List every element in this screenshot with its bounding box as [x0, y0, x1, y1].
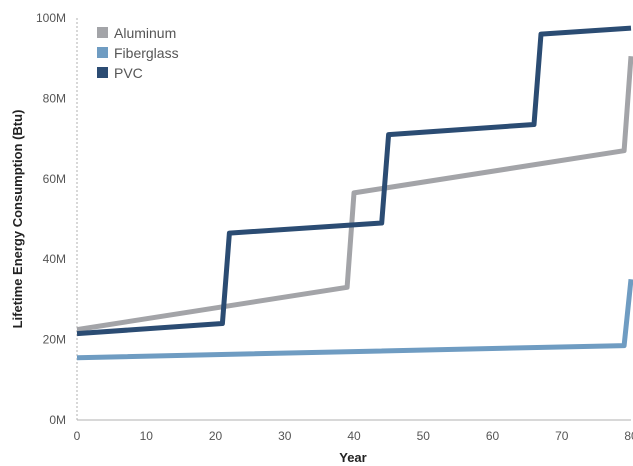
series-line-fiberglass: [76, 279, 633, 361]
y-tick-label: 40M: [43, 252, 66, 266]
y-tick-label: 100M: [36, 11, 66, 25]
series-layer: [76, 25, 633, 361]
x-tick-label: 0: [74, 429, 81, 443]
x-tick-label: 40: [347, 429, 361, 443]
x-tick-label: 80: [624, 429, 633, 443]
series-line-aluminum: [76, 56, 633, 333]
x-axis-title: Year: [339, 450, 366, 465]
series-line-pvc: [76, 25, 632, 337]
y-axis-title: Lifetime Energy Consumption (Btu): [10, 110, 25, 329]
x-tick-label: 50: [417, 429, 431, 443]
legend-label-pvc: PVC: [114, 65, 143, 81]
legend: Aluminum Fiberglass PVC: [97, 25, 179, 81]
legend-swatch-fiberglass: [97, 47, 108, 58]
x-tick-labels: 0 10 20 30 40 50 60 70 80: [74, 429, 633, 443]
y-tick-label: 80M: [43, 91, 66, 105]
x-tick-label: 20: [209, 429, 223, 443]
y-tick-label: 20M: [43, 333, 66, 347]
legend-swatch-pvc: [97, 67, 108, 78]
x-tick-label: 30: [278, 429, 292, 443]
y-tick-label: 0M: [49, 413, 66, 427]
x-tick-label: 70: [555, 429, 569, 443]
x-tick-label: 10: [140, 429, 154, 443]
legend-swatch-aluminum: [97, 27, 108, 38]
legend-label-fiberglass: Fiberglass: [114, 45, 179, 61]
y-tick-labels: 0M 20M 40M 60M 80M 100M: [36, 11, 66, 427]
legend-label-aluminum: Aluminum: [114, 25, 176, 41]
axes-layer: [76, 18, 631, 421]
y-tick-label: 60M: [43, 172, 66, 186]
x-tick-label: 60: [486, 429, 500, 443]
